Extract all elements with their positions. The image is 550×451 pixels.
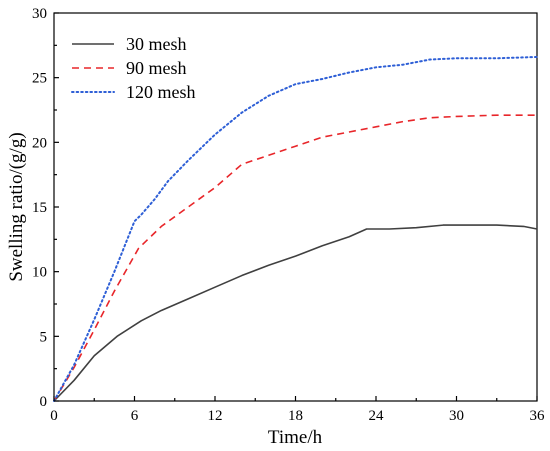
x-tick-label: 0 xyxy=(50,408,58,424)
x-tick-label: 36 xyxy=(530,408,546,424)
x-tick-label: 6 xyxy=(131,408,139,424)
legend-label: 90 mesh xyxy=(126,58,187,78)
y-tick-label: 30 xyxy=(32,6,47,22)
x-tick-label: 30 xyxy=(449,408,464,424)
series-layer xyxy=(53,55,538,402)
legend-label: 30 mesh xyxy=(126,34,187,54)
y-tick-label: 25 xyxy=(32,71,47,87)
legend: 30 mesh 90 mesh 120 mesh xyxy=(71,34,196,102)
series-line-30-mesh xyxy=(53,224,538,402)
y-tick-label: 15 xyxy=(32,200,47,216)
y-tick-label: 0 xyxy=(40,394,48,410)
x-tick-label: 24 xyxy=(369,408,385,424)
y-tick-label: 5 xyxy=(40,329,48,345)
series-line-90-mesh xyxy=(53,114,537,402)
y-tick-label: 20 xyxy=(32,135,47,151)
ticks-layer: 0 6 12 18 24 30 36 0 5 10 15 20 25 30 xyxy=(32,6,545,424)
x-tick-label: 12 xyxy=(208,408,223,424)
y-tick-label: 10 xyxy=(32,265,47,281)
legend-label: 120 mesh xyxy=(126,82,196,102)
x-axis-title: Time/h xyxy=(268,427,323,448)
y-axis-title: Swelling ratio/(g/g) xyxy=(6,132,27,281)
x-tick-label: 18 xyxy=(288,408,303,424)
series-line-120-mesh xyxy=(53,55,538,402)
